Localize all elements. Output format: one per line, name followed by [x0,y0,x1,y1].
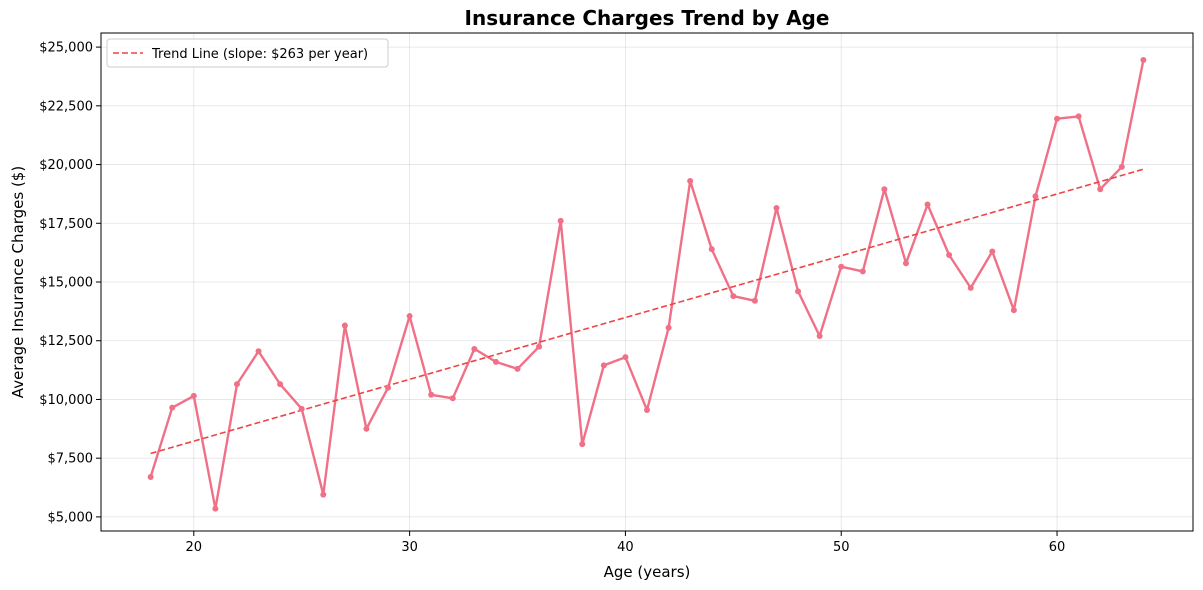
data-point [1010,307,1017,314]
y-tick-label: $15,000 [39,276,93,291]
legend-box [106,38,389,68]
data-point [449,395,456,402]
data-point [536,343,543,350]
data-point [1140,57,1147,64]
y-tick-label: $22,500 [39,99,93,114]
data-point [838,263,845,270]
data-point [644,407,650,414]
x-tick-label: 20 [186,540,203,555]
plot-series [147,57,1147,512]
axis-ticks: 20 30 40 50 60 $5,000 $7,500 $10,000 $12,500 $15,… [39,41,1065,555]
data-point [557,217,564,224]
data-point [1032,193,1039,200]
data-point [859,268,866,275]
x-tick-label: 30 [401,540,418,555]
data-point [1118,163,1125,170]
data-point [924,201,931,208]
data-point [320,491,327,498]
trend-line [150,168,1144,455]
data-point [881,186,888,193]
data-point [471,345,478,352]
y-tick-label: $25,000 [39,41,93,56]
data-point [795,288,802,295]
data-point [277,381,284,388]
data-point [492,358,499,365]
data-point [708,246,715,253]
x-tick-label: 40 [617,540,634,555]
data-point [363,425,370,432]
data-point [169,404,176,411]
chart-title: Insurance Charges Trend by Age [465,6,830,30]
data-point [1097,186,1104,193]
data-point [687,177,694,184]
legend-trend-label: Trend Line (slope: $263 per year) [151,47,368,62]
data-point [233,381,240,388]
y-tick-label: $20,000 [39,158,93,173]
data-point [147,473,154,480]
data-point [385,384,392,391]
y-tick-label: $17,500 [39,217,93,232]
x-tick-label: 50 [833,540,850,555]
data-point [428,391,435,398]
data-point [579,441,586,448]
data-point [902,260,909,267]
data-point [1075,113,1082,120]
data-point [967,284,974,291]
data-point [989,248,996,255]
y-tick-label: $7,500 [48,452,94,467]
data-point [514,365,521,372]
x-tick-label: 60 [1049,540,1066,555]
y-axis-label: Average Insurance Charges ($) [9,166,27,398]
data-point [406,313,413,320]
data-point [730,293,737,300]
data-point [665,324,672,331]
data-point [946,251,953,258]
data-point [622,354,629,361]
y-tick-label: $5,000 [48,510,94,525]
data-point [298,405,305,412]
data-point [751,297,758,304]
data-point [1054,115,1061,122]
data-point [190,392,197,399]
grid-lines [101,33,1193,531]
y-tick-label: $10,000 [39,393,93,408]
data-point [341,322,348,329]
legend: Trend Line (slope: $263 per year) [106,38,389,68]
data-point [255,348,262,355]
data-point [212,505,219,512]
x-axis-label: Age (years) [604,563,691,581]
data-point [816,333,823,340]
data-point [600,362,607,369]
y-tick-label: $12,500 [39,334,93,349]
data-point [773,205,780,212]
